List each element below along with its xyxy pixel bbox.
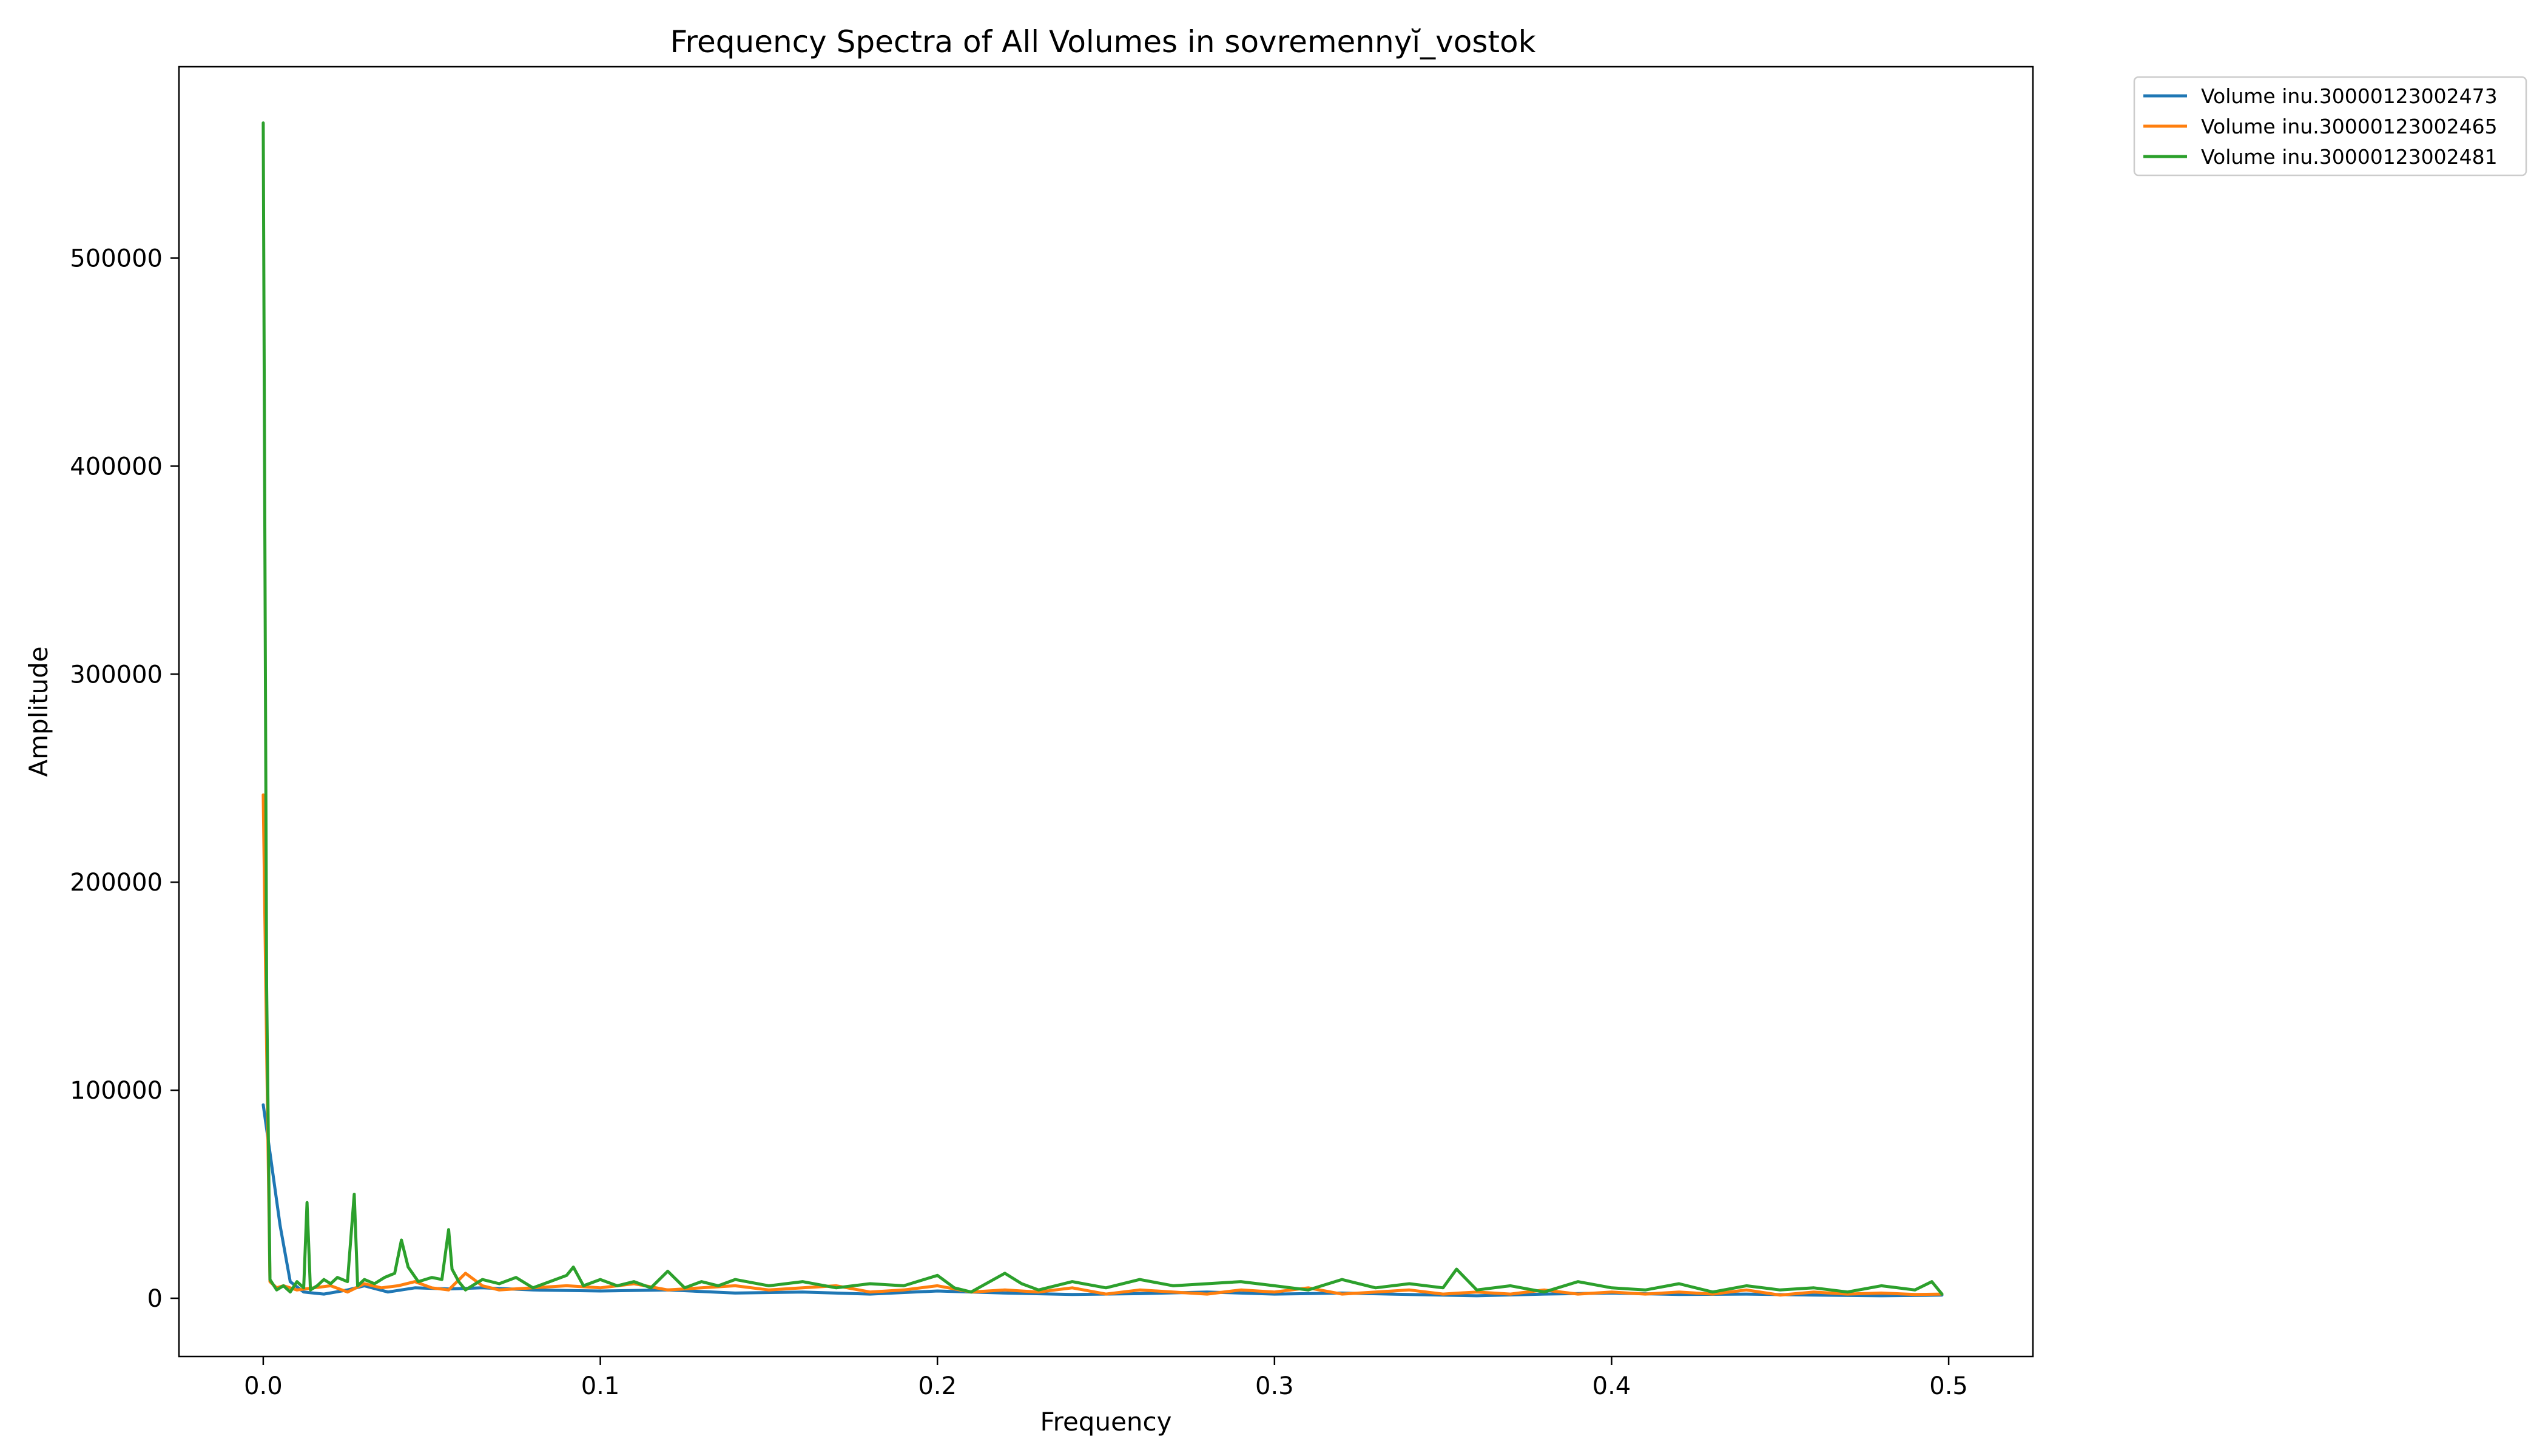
y-tick-label: 300000 [70, 661, 163, 689]
y-tick-label: 200000 [70, 869, 163, 897]
x-tick-label: 0.0 [244, 1372, 283, 1400]
plot-area-frame [178, 66, 2034, 1358]
legend-frame [2133, 76, 2527, 177]
x-tick-label: 0.1 [581, 1372, 620, 1400]
y-tick-label: 100000 [70, 1077, 163, 1105]
y-axis-label: Amplitude [24, 646, 53, 777]
x-axis-ticks: 0.0 0.1 0.2 0.3 0.4 0.5 [244, 1357, 1968, 1400]
legend-label-3: Volume inu.30000123002481 [2201, 145, 2498, 169]
x-tick-label: 0.4 [1592, 1372, 1631, 1400]
x-tick-label: 0.5 [1929, 1372, 1968, 1400]
y-tick-label: 400000 [70, 453, 163, 480]
x-tick-label: 0.3 [1255, 1372, 1294, 1400]
series-lines [261, 121, 1944, 1298]
series-line-3 [261, 121, 1944, 1296]
x-axis-label: Frequency [1040, 1407, 1172, 1437]
y-axis-ticks: 0 100000 200000 300000 400000 500000 [70, 244, 179, 1313]
y-tick-label: 0 [147, 1285, 163, 1313]
legend-label-1: Volume inu.30000123002473 [2201, 84, 2498, 108]
y-tick-label: 500000 [70, 244, 163, 272]
series-line-2 [261, 793, 1944, 1297]
x-tick-label: 0.2 [918, 1372, 957, 1400]
legend-label-2: Volume inu.30000123002465 [2201, 115, 2498, 138]
chart-title: Frequency Spectra of All Volumes in sovr… [670, 24, 1535, 59]
legend: Volume inu.30000123002473 Volume inu.3000… [2133, 76, 2527, 177]
